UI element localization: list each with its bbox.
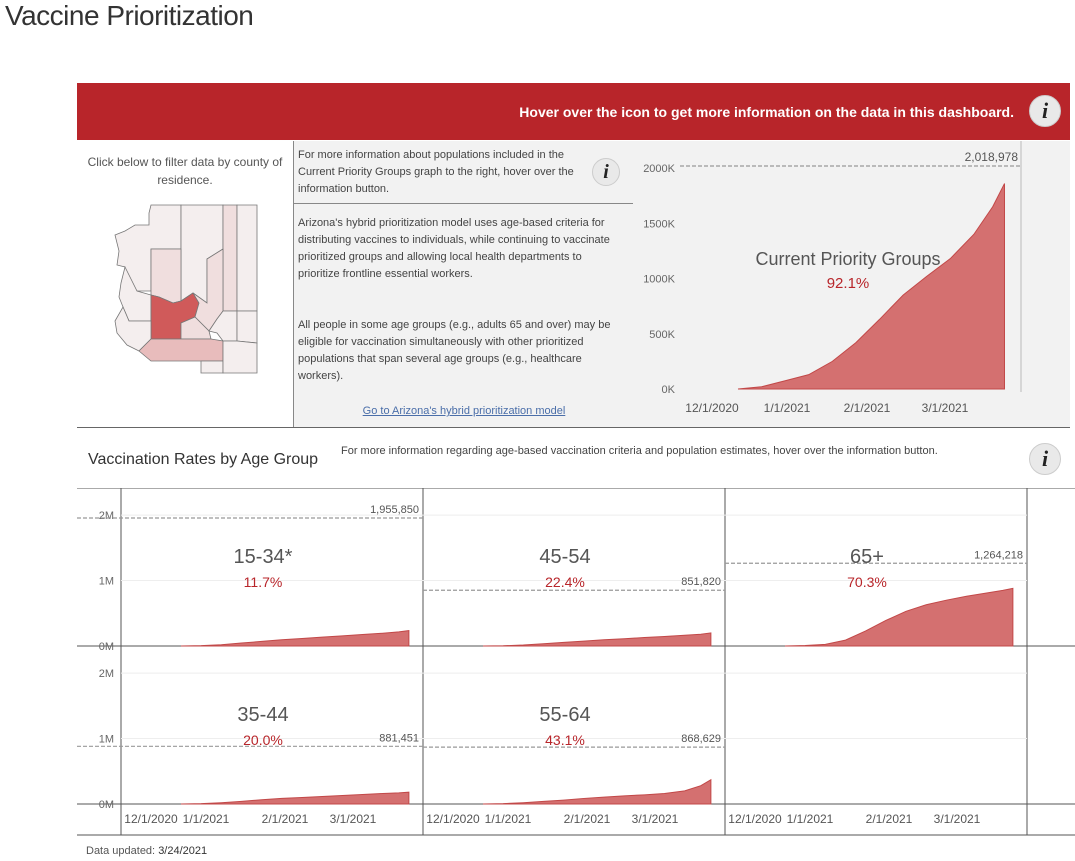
population-label: 881,451 <box>379 732 419 744</box>
area-1534 <box>180 630 410 647</box>
arizona-county-map[interactable] <box>111 203 259 375</box>
info-icon[interactable]: i <box>592 158 620 186</box>
info-panel: For more information about populations i… <box>293 141 634 427</box>
facet-title: 15-34* <box>234 546 293 568</box>
y-tick-label: 1000K <box>643 274 675 286</box>
y-tick-label: 1M <box>99 734 114 746</box>
y-tick-label: 1M <box>99 576 114 588</box>
facet-title: 65+ <box>850 546 884 568</box>
x-tick-label: 12/1/2020 <box>685 401 739 415</box>
x-tick-label: 3/1/2021 <box>934 812 981 826</box>
y-tick-label: 500K <box>649 329 675 341</box>
facet-title: 55-64 <box>539 704 590 726</box>
facet-percent: 43.1% <box>545 732 585 748</box>
facet-percent: 70.3% <box>847 574 887 590</box>
population-label: 1,955,850 <box>370 504 419 516</box>
x-tick-label: 1/1/2021 <box>485 812 532 826</box>
population-label: 851,820 <box>681 576 721 588</box>
info-icon[interactable]: i <box>1029 95 1061 127</box>
county-santacruz[interactable] <box>200 360 224 374</box>
facet-title: 45-54 <box>539 546 590 568</box>
divider <box>294 203 634 204</box>
area-3544 <box>180 791 410 805</box>
x-tick-label: 3/1/2021 <box>330 812 377 826</box>
chart-title: Current Priority Groups <box>755 249 940 269</box>
x-tick-label: 12/1/2020 <box>124 812 178 826</box>
county-yavapai[interactable] <box>150 248 182 304</box>
area-5564 <box>482 778 712 805</box>
map-hint: Click below to filter data by county of … <box>87 155 283 187</box>
x-tick-label: 2/1/2021 <box>564 812 611 826</box>
y-tick-label: 0K <box>662 384 676 396</box>
area-4554 <box>482 632 712 647</box>
county-mohave[interactable] <box>114 204 182 292</box>
facet-percent: 11.7% <box>244 574 283 590</box>
y-tick-label: 2M <box>99 668 114 680</box>
facet-percent: 22.4% <box>545 574 585 590</box>
x-tick-label: 1/1/2021 <box>764 401 811 415</box>
chart-percent: 92.1% <box>827 275 870 292</box>
y-tick-label: 1500K <box>643 218 675 230</box>
footer-date: 3/24/2021 <box>158 845 208 857</box>
x-tick-label: 2/1/2021 <box>866 812 913 826</box>
county-greenlee[interactable] <box>236 310 258 344</box>
x-tick-label: 2/1/2021 <box>262 812 309 826</box>
area-current-priority <box>737 183 1005 390</box>
age-group-charts: 0M 1M 2M 0M 1M 2M 1,955,850 15-34* 11.7% 851,820 4… <box>77 488 1075 836</box>
population-label: 1,264,218 <box>974 549 1023 561</box>
facet-title: 35-44 <box>237 704 288 726</box>
population-label: 868,629 <box>681 733 721 745</box>
section-title: Vaccination Rates by Age Group <box>88 451 319 468</box>
county-pima[interactable] <box>138 338 224 362</box>
footer-label: Data updated: <box>86 845 156 857</box>
info-para-1: Arizona's hybrid prioritization model us… <box>298 217 610 280</box>
facet-percent: 20.0% <box>243 732 283 748</box>
x-tick-label: 1/1/2021 <box>787 812 834 826</box>
priority-groups-chart-panel: 0K 500K 1000K 1500K 2000K 2,018,978 Current Pr… <box>633 141 1070 427</box>
info-top-text: For more information about populations i… <box>298 149 574 195</box>
x-tick-label: 2/1/2021 <box>844 401 891 415</box>
y-tick-label: 0M <box>99 641 114 653</box>
county-navajo[interactable] <box>222 204 238 312</box>
population-label: 2,018,978 <box>965 150 1019 164</box>
x-tick-label: 12/1/2020 <box>728 812 782 826</box>
info-para-2: All people in some age groups (e.g., adu… <box>298 319 611 382</box>
section-note: For more information regarding age-based… <box>341 445 938 457</box>
x-tick-label: 3/1/2021 <box>922 401 969 415</box>
x-tick-label: 12/1/2020 <box>426 812 480 826</box>
x-tick-label: 3/1/2021 <box>632 812 679 826</box>
banner-text: Hover over the icon to get more informat… <box>519 104 1014 120</box>
x-tick-label: 1/1/2021 <box>183 812 230 826</box>
y-tick-label: 2000K <box>643 163 675 175</box>
hybrid-model-link[interactable]: Go to Arizona's hybrid prioritization mo… <box>362 405 566 417</box>
divider <box>77 427 1070 428</box>
y-tick-label: 2M <box>99 510 114 522</box>
county-apache[interactable] <box>236 204 258 312</box>
page-title: Vaccine Prioritization <box>5 0 254 31</box>
info-icon[interactable]: i <box>1029 443 1061 475</box>
county-cochise[interactable] <box>222 340 258 374</box>
county-map-panel: Click below to filter data by county of … <box>77 141 293 427</box>
priority-groups-chart: 0K 500K 1000K 1500K 2000K 2,018,978 Current Pr… <box>643 141 1022 415</box>
area-65 <box>784 587 1014 647</box>
y-tick-label: 0M <box>99 799 114 811</box>
footer-updated: Data updated: 3/24/2021 <box>86 845 207 857</box>
info-banner: Hover over the icon to get more informat… <box>77 83 1070 140</box>
